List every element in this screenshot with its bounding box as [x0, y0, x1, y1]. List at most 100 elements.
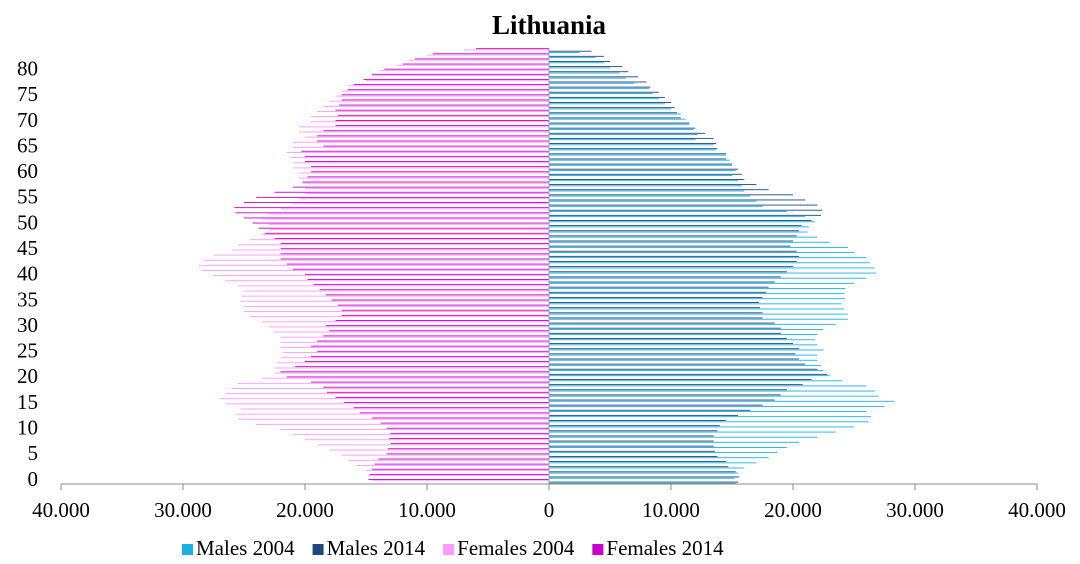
bar — [292, 186, 549, 188]
legend-label: Females 2004 — [457, 536, 575, 560]
bar — [244, 305, 549, 307]
bar — [549, 482, 736, 484]
bar — [549, 184, 757, 186]
bar — [549, 318, 848, 320]
bar — [386, 427, 549, 429]
bar — [549, 128, 693, 130]
bar — [549, 225, 802, 227]
legend-swatch — [182, 544, 193, 555]
bar — [549, 86, 651, 88]
bar — [240, 408, 549, 410]
bar — [549, 199, 806, 201]
bar — [231, 388, 550, 389]
bar — [302, 181, 549, 183]
bar — [298, 177, 549, 179]
bar — [549, 312, 763, 314]
bar — [549, 359, 818, 361]
y-tick-label: 65 — [17, 133, 38, 157]
bar — [549, 405, 885, 407]
bar — [549, 71, 629, 73]
bar — [329, 330, 549, 332]
bar — [244, 290, 549, 292]
bar — [549, 343, 793, 345]
bar — [286, 263, 549, 265]
bar — [225, 280, 549, 282]
bar — [305, 161, 549, 162]
bar — [549, 220, 812, 221]
bar — [280, 346, 549, 348]
bar — [549, 62, 604, 64]
bar — [549, 194, 793, 196]
bar — [549, 368, 818, 370]
bar — [549, 307, 761, 309]
bar — [549, 291, 767, 293]
bar — [292, 167, 549, 169]
bar — [274, 237, 549, 239]
bar — [549, 134, 698, 136]
bar — [549, 250, 797, 252]
bar — [280, 248, 549, 250]
bar — [311, 121, 549, 123]
bar — [549, 296, 763, 298]
bar — [549, 246, 848, 248]
bar — [237, 382, 549, 384]
bar — [549, 231, 808, 233]
bar — [549, 190, 745, 192]
bar — [549, 77, 626, 79]
bar — [366, 80, 549, 82]
bar — [262, 218, 549, 220]
bar — [368, 475, 549, 477]
bar — [290, 157, 549, 159]
bar — [292, 203, 549, 205]
bar — [268, 213, 549, 215]
bar — [549, 445, 714, 447]
bar — [549, 277, 867, 279]
bar — [549, 431, 836, 433]
bar — [549, 261, 797, 262]
bar — [317, 350, 549, 352]
bar — [256, 423, 549, 425]
bar — [549, 364, 822, 366]
bar — [380, 422, 549, 424]
bar — [549, 67, 610, 69]
bar — [549, 370, 824, 371]
bar — [549, 447, 787, 448]
bar — [549, 103, 665, 105]
x-tick-label: 30.000 — [886, 498, 944, 522]
bar — [549, 230, 800, 232]
y-tick-label: 45 — [17, 236, 38, 260]
bar — [549, 159, 730, 161]
bar — [549, 266, 793, 268]
bar — [402, 63, 549, 65]
bar — [356, 464, 549, 466]
bar — [549, 226, 809, 228]
bar — [549, 385, 867, 387]
y-tick-label: 30 — [17, 313, 38, 337]
bar — [549, 313, 848, 315]
bar — [475, 48, 549, 50]
bar — [323, 386, 549, 388]
bar — [389, 438, 549, 439]
bar — [347, 85, 549, 87]
bar — [280, 336, 549, 338]
bar — [549, 173, 742, 175]
bar — [549, 164, 732, 166]
bar — [369, 473, 549, 475]
bar — [305, 439, 549, 441]
bar — [549, 353, 796, 355]
bar — [347, 89, 549, 91]
bar — [549, 72, 620, 74]
bar — [549, 457, 769, 459]
bar — [353, 84, 549, 85]
bar — [549, 426, 854, 428]
bar — [549, 441, 800, 443]
bar — [427, 54, 549, 56]
bar — [219, 398, 549, 400]
bar — [549, 148, 718, 150]
bar — [311, 116, 549, 118]
y-tick-label: 10 — [17, 416, 38, 440]
x-tick-label: 0 — [544, 498, 555, 522]
bar — [549, 375, 830, 377]
bar — [280, 243, 549, 245]
bar — [311, 166, 549, 168]
